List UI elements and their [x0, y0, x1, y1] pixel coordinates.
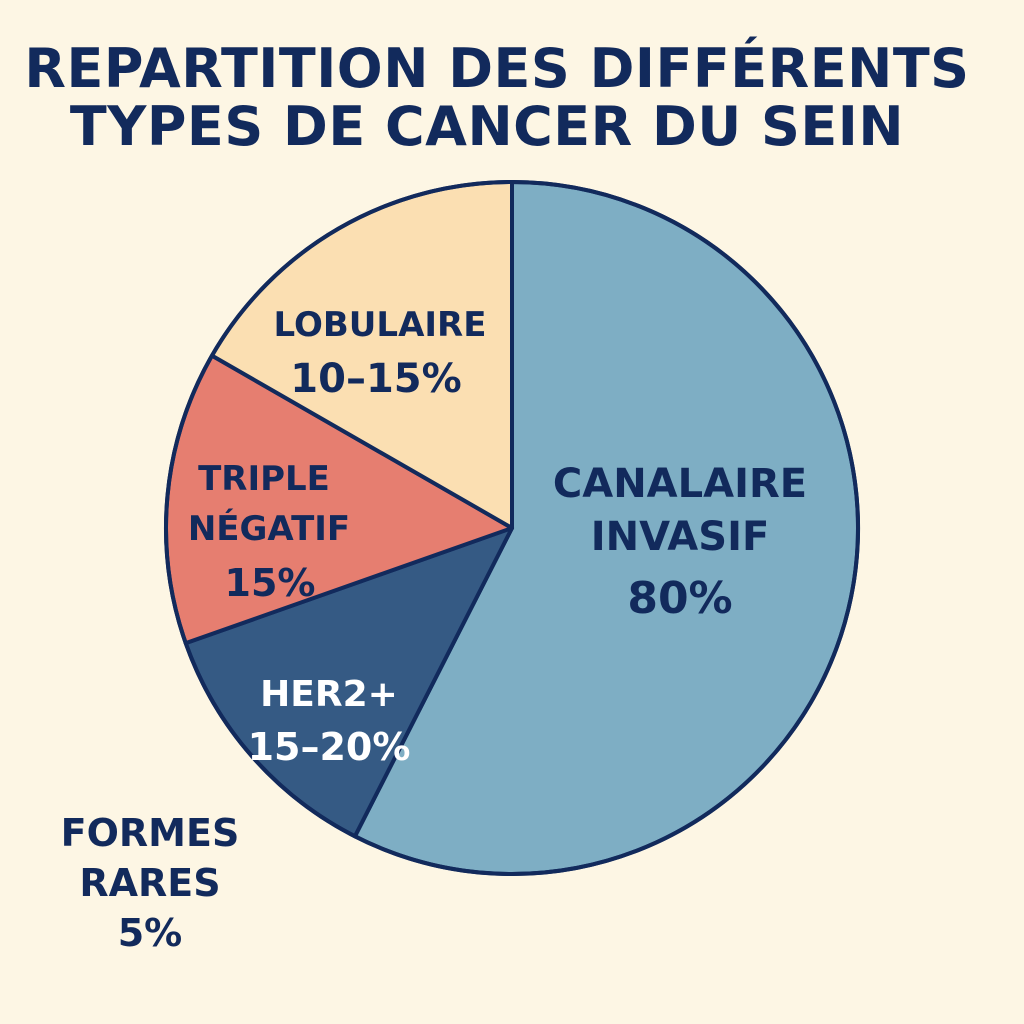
- outside-label-line-2: RARES: [79, 861, 221, 905]
- chart-title-line-2: TYPES DE CANCER DU SEIN: [69, 95, 905, 158]
- chart-title: REPARTITION DES DIFFÉRENTS TYPES DE CANC…: [0, 40, 1024, 156]
- pie-labels: CANALAIRE INVASIF 80% HER2+ 15–20% TRIPL…: [188, 305, 807, 769]
- slice-label-lobulaire-line-1: LOBULAIRE: [274, 305, 487, 345]
- slice-label-canalaire-line-2: INVASIF: [591, 514, 770, 560]
- slice-label-canalaire-line-1: CANALAIRE: [553, 461, 807, 507]
- slice-value-her2: 15–20%: [248, 725, 411, 769]
- pie-slices: [164, 180, 860, 876]
- chart-title-line-1: REPARTITION DES DIFFÉRENTS: [24, 37, 970, 100]
- outside-label-line-1: FORMES: [60, 811, 240, 855]
- slice-label-her2-line-1: HER2+: [260, 674, 398, 715]
- outside-value: 5%: [117, 911, 183, 955]
- outside-label-formes-rares: FORMES RARES 5%: [55, 808, 245, 958]
- slice-value-lobulaire: 10–15%: [290, 356, 461, 402]
- pie-outline: [164, 180, 860, 876]
- slice-label-triple-line-1: TRIPLE: [198, 459, 330, 499]
- slice-label-triple-line-2: NÉGATIF: [188, 508, 350, 549]
- slice-value-triple: 15%: [225, 561, 316, 605]
- slice-value-canalaire: 80%: [627, 573, 732, 624]
